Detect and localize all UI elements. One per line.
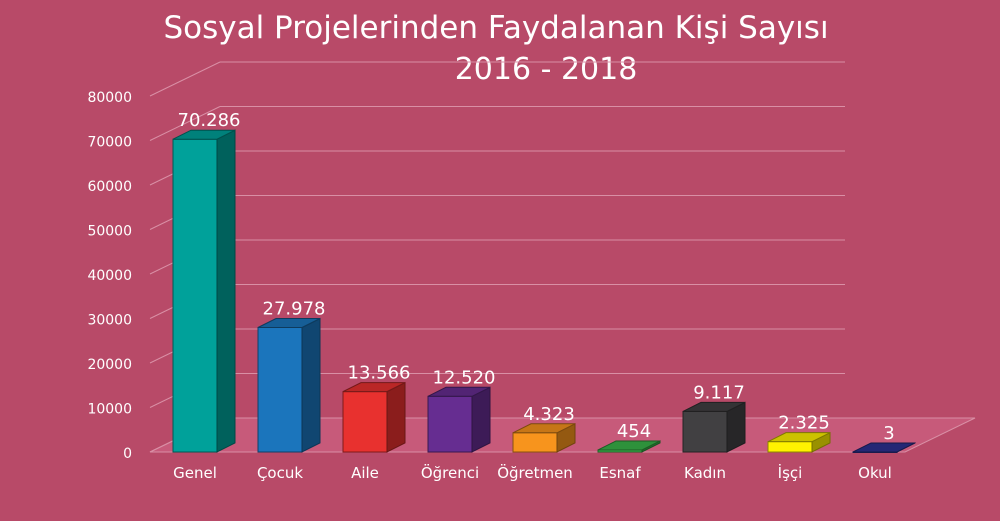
bar [257, 326, 303, 453]
bar-side [216, 129, 236, 453]
y-tick-label: 40000 [87, 268, 132, 284]
x-tick-label: Çocuk [257, 464, 303, 482]
bar-top [767, 432, 831, 443]
bar [172, 138, 218, 453]
data-label: 4.323 [523, 404, 575, 425]
x-tick-label: Öğretmen [497, 463, 573, 482]
bar [767, 441, 813, 453]
data-label: 2.325 [778, 413, 830, 434]
data-label: 70.286 [178, 110, 241, 131]
y-tick-label: 0 [123, 446, 132, 462]
data-label: 13.566 [348, 363, 411, 384]
y-tick-label: 70000 [87, 135, 132, 151]
bar-top [257, 317, 321, 328]
data-label: 12.520 [433, 367, 496, 388]
bar-top [342, 382, 406, 393]
x-tick-label: İşçi [778, 463, 803, 482]
bar-top [597, 440, 661, 451]
y-tick-label: 10000 [87, 402, 132, 418]
x-tick-label: Öğrenci [421, 463, 479, 482]
data-label: 9.117 [693, 382, 745, 403]
data-label: 3 [883, 423, 894, 444]
x-tick-label: Genel [173, 464, 217, 482]
x-tick-label: Okul [858, 464, 892, 482]
y-tick-label: 50000 [87, 224, 132, 240]
bar [342, 391, 388, 453]
bar-side [386, 381, 406, 453]
y-tick-label: 80000 [87, 90, 132, 106]
y-tick-label: 30000 [87, 313, 132, 329]
y-tick-label: 20000 [87, 357, 132, 373]
chart-subtitle: 2016 - 2018 [454, 52, 638, 87]
gridline-slant [149, 106, 221, 141]
bar-top [852, 442, 916, 453]
bar-top [512, 423, 576, 434]
bar-top [682, 401, 746, 412]
bar-side [301, 317, 321, 453]
bar-top [427, 386, 491, 397]
chart-title: Sosyal Projelerinden Faydalanan Kişi Say… [163, 10, 829, 46]
x-tick-label: Esnaf [599, 464, 641, 482]
bar [427, 395, 473, 453]
y-tick-label: 60000 [87, 179, 132, 195]
data-label: 454 [617, 421, 651, 442]
bar [512, 432, 558, 453]
bar [682, 410, 728, 453]
x-tick-label: Aile [351, 464, 379, 482]
data-label: 27.978 [263, 298, 326, 319]
bar-top [172, 129, 236, 140]
x-tick-label: Kadın [684, 464, 726, 482]
bar-side [471, 386, 491, 453]
gridline-slant [149, 61, 221, 97]
